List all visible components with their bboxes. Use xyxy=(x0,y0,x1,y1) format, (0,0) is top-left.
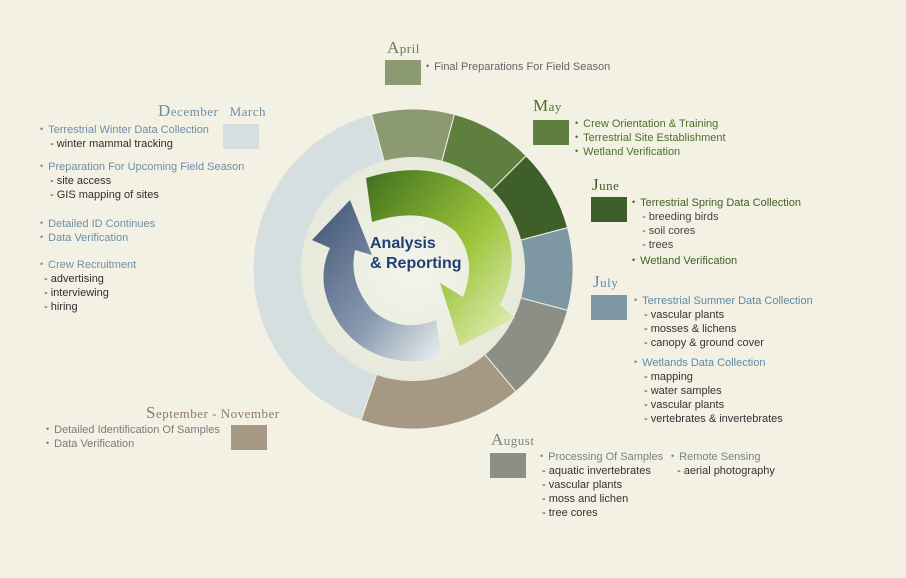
august-list-processing: Processing Of Samples aquatic invertebra… xyxy=(540,450,663,520)
list-subitem: GIS mapping of sites xyxy=(40,188,244,202)
list-item: Wetlands Data Collection xyxy=(634,356,813,370)
list-item: Data Verification xyxy=(40,231,244,245)
blue-cycle-arrow xyxy=(312,200,442,362)
list-subitem: water samples xyxy=(634,384,813,398)
list-subitem: site access xyxy=(40,174,244,188)
center-title-line1: Analysis xyxy=(370,235,436,252)
list-subitem: interviewing xyxy=(40,286,244,300)
list-item: Terrestrial Winter Data Collection xyxy=(40,123,244,137)
month-label-november: November xyxy=(220,406,280,421)
swatch-sep-nov xyxy=(231,425,267,450)
month-label-december: December xyxy=(158,101,219,120)
center-title: Analysis & Reporting xyxy=(370,234,462,274)
list-subitem: vascular plants xyxy=(634,398,813,412)
list-item: Wetland Verification xyxy=(632,254,801,268)
list-subitem: advertising xyxy=(40,272,244,286)
month-label-may: May xyxy=(533,96,562,115)
list-item: Processing Of Samples xyxy=(540,450,663,464)
april-list: Final Preparations For Field Season xyxy=(426,60,610,74)
list-subitem: winter mammal tracking xyxy=(40,137,244,151)
list-item: Crew Recruitment xyxy=(40,258,244,272)
list-item: Wetland Verification xyxy=(575,145,726,159)
dec-mar-list: Terrestrial Winter Data Collection winte… xyxy=(40,123,244,314)
swatch-may xyxy=(533,120,569,145)
month-label-march: March xyxy=(229,104,266,119)
list-subitem: aerial photography xyxy=(671,464,775,478)
list-item: Remote Sensing xyxy=(671,450,775,464)
list-item: Preparation For Upcoming Field Season xyxy=(40,160,244,174)
swatch-august xyxy=(490,453,526,478)
list-subitem: vascular plants xyxy=(634,308,813,322)
list-subitem: vertebrates & invertebrates xyxy=(634,412,813,426)
month-label-june: June xyxy=(592,175,620,194)
list-subitem: trees xyxy=(632,238,801,252)
list-subitem: vascular plants xyxy=(540,478,663,492)
list-subitem: hiring xyxy=(40,300,244,314)
june-list: Terrestrial Spring Data Collection breed… xyxy=(632,196,801,268)
list-item: Crew Orientation & Training xyxy=(575,117,726,131)
month-label-sep-nov: September - November xyxy=(146,403,280,422)
list-subitem: soil cores xyxy=(632,224,801,238)
july-list: Terrestrial Summer Data Collection vascu… xyxy=(634,294,813,426)
center-title-line2: & Reporting xyxy=(370,255,462,272)
swatch-april xyxy=(385,60,421,85)
list-subitem: breeding birds xyxy=(632,210,801,224)
list-subitem: mosses & lichens xyxy=(634,322,813,336)
swatch-june xyxy=(591,197,627,222)
month-label-august: August xyxy=(491,430,535,449)
list-item: Terrestrial Summer Data Collection xyxy=(634,294,813,308)
month-label-april: April xyxy=(387,38,420,57)
list-subitem: mapping xyxy=(634,370,813,384)
list-subitem: tree cores xyxy=(540,506,663,520)
list-item: Detailed Identification Of Samples xyxy=(46,423,220,437)
may-list: Crew Orientation & Training Terrestrial … xyxy=(575,117,726,159)
green-cycle-arrow xyxy=(366,170,515,346)
month-label-september: September xyxy=(146,403,209,422)
list-item: Terrestrial Spring Data Collection xyxy=(632,196,801,210)
list-item: Final Preparations For Field Season xyxy=(426,60,610,74)
list-subitem: canopy & ground cover xyxy=(634,336,813,350)
list-item: Data Verification xyxy=(46,437,220,451)
list-item: Detailed ID Continues xyxy=(40,217,244,231)
august-list-remote-sensing: Remote Sensing aerial photography xyxy=(671,450,775,478)
list-item: Terrestrial Site Establishment xyxy=(575,131,725,145)
month-label-dec-mar: December March xyxy=(158,101,266,121)
swatch-july xyxy=(591,295,627,320)
list-subitem: moss and lichen xyxy=(540,492,663,506)
month-label-july: July xyxy=(593,272,619,291)
sep-nov-list: Detailed Identification Of Samples Data … xyxy=(46,423,220,451)
list-subitem: aquatic invertebrates xyxy=(540,464,663,478)
